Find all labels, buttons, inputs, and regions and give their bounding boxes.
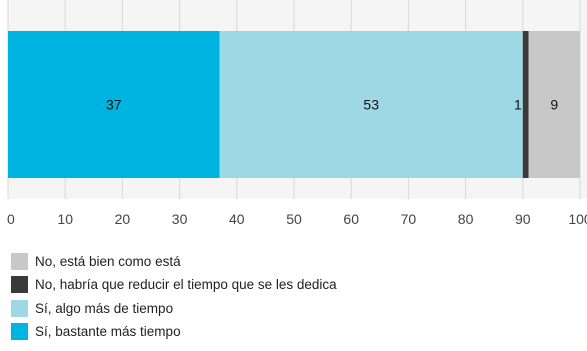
legend-label-no-bien: No, está bien como está: [35, 253, 181, 269]
data-label: 1: [514, 97, 522, 113]
x-tick-label: 90: [515, 211, 531, 227]
legend-item: Sí, algo más de tiempo: [11, 299, 581, 317]
bar-segment: [219, 31, 523, 178]
bar-segment: [522, 31, 529, 178]
x-tick-label: 80: [458, 211, 474, 227]
legend-label-si-bastante: Sí, bastante más tiempo: [35, 324, 181, 339]
x-tick-label: 50: [286, 211, 302, 227]
x-tick-label: 20: [115, 211, 131, 227]
x-tick-label: 60: [343, 211, 359, 227]
legend-label-no-reducir: No, habría que reducir el tiempo que se …: [35, 277, 337, 292]
legend-item: No, habría que reducir el tiempo que se …: [11, 276, 581, 294]
legend-label-si-algo: Sí, algo más de tiempo: [35, 300, 174, 316]
x-tick-label: 70: [401, 211, 417, 227]
x-tick-label: 30: [172, 211, 188, 227]
x-tick-label: 40: [229, 211, 245, 227]
legend-swatch-si-bastante: [11, 323, 28, 340]
legend-swatch-no-bien: [11, 252, 28, 270]
legend-swatch-no-reducir: [11, 276, 28, 293]
bar-segment: [8, 31, 220, 178]
x-tick-label: 0: [7, 211, 15, 227]
bar-segment: [528, 31, 580, 178]
data-label: 53: [363, 97, 379, 113]
data-label: 9: [550, 97, 558, 113]
x-tick-label: 100: [568, 211, 587, 227]
legend-item: No, está bien como está: [11, 252, 581, 270]
x-tick-label: 10: [57, 211, 73, 227]
legend: No, está bien como está No, habría que r…: [11, 252, 581, 346]
legend-swatch-si-algo: [11, 299, 28, 317]
data-label: 37: [106, 97, 122, 113]
legend-item: Sí, bastante más tiempo: [11, 323, 581, 341]
